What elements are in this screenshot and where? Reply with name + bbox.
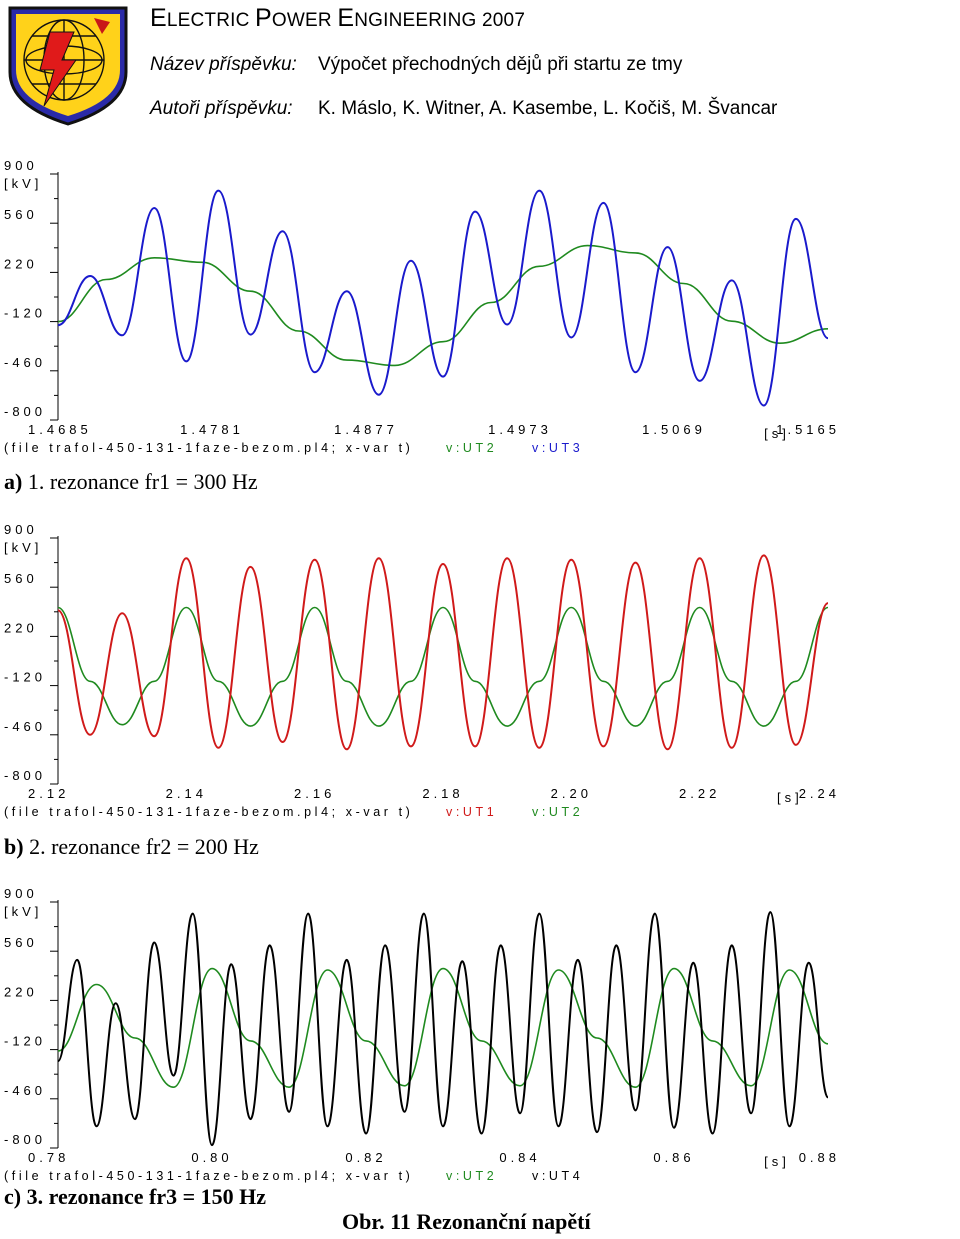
chart-a: 900 560 220 -120 -460 -800 [kV] 1.4685 1.4781 1.4… [0, 156, 960, 456]
chart-c: 900 560 220 -120 -460 -800 [kV] 0.78 0.80 0.82 0.8… [0, 884, 960, 1184]
y-tick-label: -120 [4, 670, 46, 685]
x-unit-label: [s] [777, 790, 803, 805]
title-label: Název příspěvku: [150, 54, 297, 75]
y-tick-label: 560 [4, 207, 38, 222]
series-line-vut2 [57, 967, 829, 1088]
x-tick-label: 2.16 [294, 786, 335, 801]
file-source-label: (file trafol-450-131-1faze-bezom.pl4; x-… [4, 441, 413, 455]
y-tick-label: 220 [4, 984, 38, 999]
chart-b: 900 560 220 -120 -460 -800 [kV] 2.12 2.14 2.16 2.1… [0, 520, 960, 820]
legend-entry: v:UT4 [532, 1169, 583, 1183]
x-unit-label: [s] [764, 1154, 790, 1169]
caption-a: a) 1. rezonance fr1 = 300 Hz [4, 469, 258, 494]
x-tick-label: 1.4877 [334, 422, 398, 437]
paper-authors: K. Máslo, K. Witner, A. Kasembe, L. Koči… [318, 98, 778, 119]
legend-entry: v:UT2 [446, 1169, 497, 1183]
x-tick-label: 0.84 [499, 1150, 540, 1165]
file-source-label: (file trafol-450-131-1faze-bezom.pl4; x-… [4, 805, 413, 819]
y-tick-label: -120 [4, 306, 46, 321]
y-unit-label: [kV] [4, 904, 42, 919]
file-source-label: (file trafol-450-131-1faze-bezom.pl4; x-… [4, 1169, 413, 1183]
x-tick-label: 1.5165 [776, 422, 840, 437]
legend-entry: v:UT1 [446, 805, 497, 819]
x-tick-label: 1.4685 [28, 422, 92, 437]
paper-title: Výpočet přechodných dějů při startu ze t… [318, 54, 683, 75]
y-tick-label: 220 [4, 620, 38, 635]
y-tick-label: 560 [4, 935, 38, 950]
caption-c: c) 3. rezonance fr3 = 150 Hz [4, 1184, 266, 1209]
authors-label: Autoři příspěvku: [150, 98, 293, 119]
chart-svg: 900 560 220 -120 -460 -800 [kV] 1.4685 1.4781 1.4… [4, 158, 840, 455]
chart-svg: 900 560 220 -120 -460 -800 [kV] 0.78 0.80 0.82 0.8… [4, 886, 840, 1183]
series-line-vut1 [57, 554, 829, 751]
legend-entry: v:UT2 [532, 805, 583, 819]
x-tick-label: 1.4781 [180, 422, 244, 437]
x-tick-label: 1.5069 [642, 422, 706, 437]
y-tick-label: 560 [4, 571, 38, 586]
legend-entry: v:UT3 [532, 441, 583, 455]
x-tick-label: 0.86 [653, 1150, 694, 1165]
x-tick-label: 2.14 [166, 786, 207, 801]
series-line-vut2 [57, 244, 829, 367]
y-tick-label: -800 [4, 1132, 46, 1147]
page-header: ELECTRIC POWER ENGINEERING 2007 Název př… [0, 0, 960, 130]
x-tick-label: 2.24 [799, 786, 840, 801]
y-tick-label: 220 [4, 256, 38, 271]
y-tick-label: -800 [4, 768, 46, 783]
y-tick-label: -460 [4, 355, 46, 370]
x-tick-label: 0.88 [799, 1150, 840, 1165]
x-tick-label: 2.20 [551, 786, 592, 801]
x-unit-label: [s] [764, 426, 790, 441]
caption-b: b) 2. rezonance fr2 = 200 Hz [4, 834, 259, 859]
x-tick-label: 2.12 [28, 786, 69, 801]
y-tick-label: -460 [4, 1083, 46, 1098]
chart-svg: 900 560 220 -120 -460 -800 [kV] 2.12 2.14 2.16 2.1… [4, 522, 840, 819]
x-tick-label: 0.78 [28, 1150, 69, 1165]
y-tick-label: -460 [4, 719, 46, 734]
y-tick-label: 900 [4, 158, 38, 173]
y-unit-label: [kV] [4, 176, 42, 191]
series-line-vut3 [57, 189, 829, 407]
conference-title: ELECTRIC POWER ENGINEERING 2007 [150, 4, 526, 32]
series-line-vut2 [57, 606, 829, 727]
y-unit-label: [kV] [4, 540, 42, 555]
x-tick-label: 2.18 [422, 786, 463, 801]
y-tick-label: 900 [4, 886, 38, 901]
conference-logo [8, 6, 128, 126]
series-line-vut4 [57, 911, 829, 1147]
y-tick-label: -120 [4, 1034, 46, 1049]
legend-entry: v:UT2 [446, 441, 497, 455]
x-tick-label: 1.4973 [488, 422, 552, 437]
figure-caption: Obr. 11 Rezonanční napětí [342, 1209, 591, 1234]
x-tick-label: 0.80 [191, 1150, 232, 1165]
y-tick-label: 900 [4, 522, 38, 537]
x-tick-label: 0.82 [345, 1150, 386, 1165]
y-tick-label: -800 [4, 404, 46, 419]
x-tick-label: 2.22 [679, 786, 720, 801]
